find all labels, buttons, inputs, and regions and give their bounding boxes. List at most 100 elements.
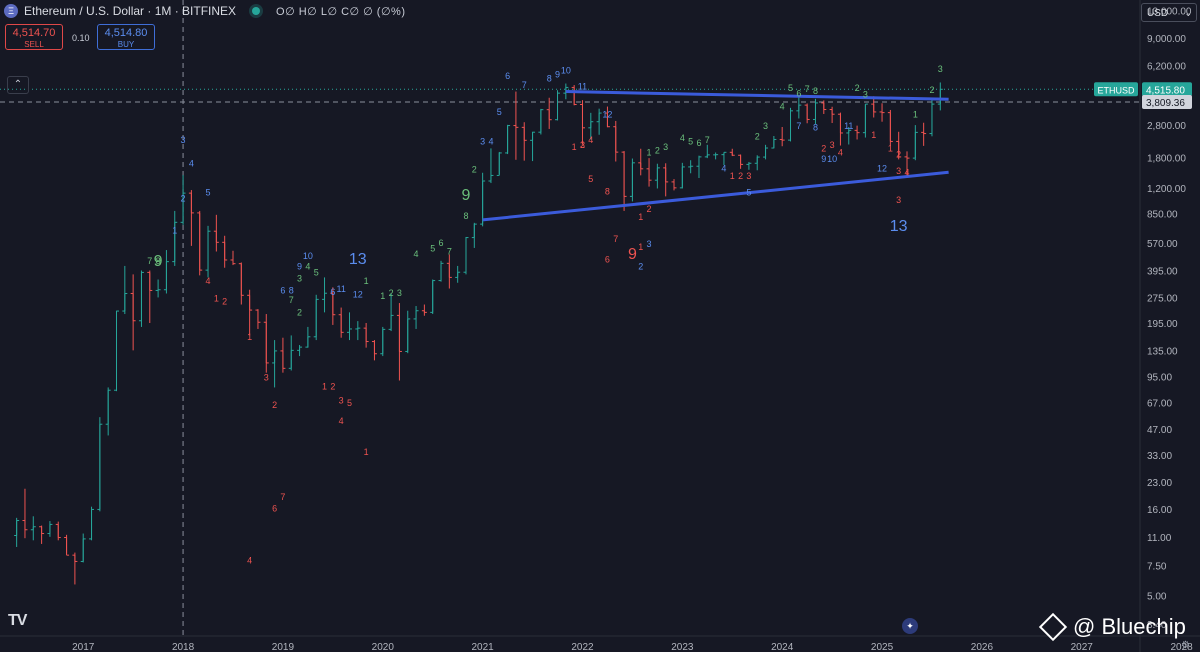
count-label: 1 — [871, 130, 876, 140]
chart-header: Ξ Ethereum / U.S. Dollar · 1M · BITFINEX… — [4, 4, 406, 18]
count-label: 7 — [705, 135, 710, 145]
candle — [604, 106, 610, 128]
candle-body — [224, 242, 226, 260]
count-label: 6 — [796, 88, 801, 98]
candle — [621, 150, 627, 211]
candle-body — [440, 263, 442, 281]
count-label: 1 — [572, 142, 577, 152]
candle — [771, 135, 777, 149]
candle — [388, 293, 394, 332]
count-label: 2 — [181, 193, 186, 203]
candle — [330, 287, 336, 325]
count-label: 3 — [830, 140, 835, 150]
candle-body — [199, 212, 201, 271]
time-tick-label: 2026 — [971, 642, 994, 652]
candle — [213, 214, 219, 252]
candle-body — [398, 315, 400, 352]
candle-body — [132, 293, 134, 321]
candle — [14, 517, 20, 547]
chevron-up-icon[interactable]: ⌃ — [7, 76, 29, 94]
candle-body — [756, 157, 758, 164]
crosshair-price-bg — [1142, 94, 1192, 109]
candle — [646, 158, 652, 187]
candle-body — [715, 154, 717, 156]
candle-body — [790, 110, 792, 141]
candle-body — [831, 109, 833, 115]
candle-body — [748, 163, 750, 165]
candle-series — [14, 82, 943, 585]
crosshair-price-label: 3,809.36 — [1146, 98, 1185, 109]
candle — [255, 309, 261, 329]
candle-body — [390, 315, 392, 330]
candle-body — [923, 132, 925, 134]
candle — [413, 306, 419, 329]
count-label: 2 — [655, 146, 660, 156]
buy-label: BUY — [117, 40, 135, 49]
sell-label: SELL — [24, 40, 44, 49]
buy-price: 4,514.80 — [104, 27, 148, 39]
candle-body — [373, 341, 375, 354]
candle-body — [731, 152, 733, 156]
count-label: 5 — [788, 83, 793, 93]
candle-body — [673, 181, 675, 188]
candle — [180, 175, 186, 225]
candle-body — [32, 526, 34, 530]
candle — [188, 190, 194, 246]
candle — [122, 265, 128, 315]
candle-body — [365, 328, 367, 342]
price-tick-label: 1,800.00 — [1147, 154, 1186, 165]
count-label: 5 — [206, 188, 211, 198]
count-label: 3 — [663, 142, 668, 152]
candle — [513, 91, 519, 160]
candle — [854, 125, 860, 140]
tradingview-logo[interactable]: TV — [8, 612, 27, 629]
candle — [779, 126, 785, 147]
count-label: 3 — [339, 396, 344, 406]
sell-button[interactable]: 4,514.70 SELL — [5, 24, 63, 50]
count-label: 2 — [647, 204, 652, 214]
candle — [629, 158, 635, 202]
candle-body — [324, 293, 326, 300]
gear-icon[interactable]: ⚙ — [1181, 640, 1190, 651]
candle-body — [49, 524, 51, 534]
candle — [97, 417, 103, 512]
currency-select[interactable]: USD ⌄ — [1141, 3, 1197, 22]
count-label: 2 — [855, 83, 860, 93]
crosshair-price-tag: 3,809.36 — [1142, 94, 1192, 109]
symbol-title[interactable]: Ethereum / U.S. Dollar · 1M · BITFINEX — [24, 4, 237, 18]
candle-body — [232, 259, 234, 264]
count-label: 1 — [380, 291, 385, 301]
candle-body — [107, 390, 109, 425]
candle-body — [906, 156, 908, 159]
candle-body — [557, 93, 559, 120]
candle — [912, 125, 918, 161]
candle — [788, 107, 794, 142]
candle-body — [457, 272, 459, 278]
watermark-text: @ Bluechip — [1073, 614, 1186, 639]
spread-value: 0.10 — [72, 33, 90, 43]
candle — [438, 260, 444, 282]
candle — [688, 160, 694, 174]
candle — [313, 294, 319, 341]
price-tick-label: 135.00 — [1147, 346, 1178, 357]
symbol-tag-bg — [1094, 82, 1138, 97]
magic-wand-icon[interactable]: ✦ — [902, 618, 918, 634]
count-label: 2 — [580, 140, 585, 150]
count-label: 4 — [206, 276, 211, 286]
candle — [696, 155, 702, 179]
candle-body — [190, 193, 192, 213]
candle — [904, 151, 910, 178]
count-label: 7 — [447, 246, 452, 256]
buy-button[interactable]: 4,514.80 BUY — [97, 24, 155, 50]
count-label: 2 — [330, 381, 335, 391]
candle — [322, 277, 328, 313]
count-label: 6 — [505, 71, 510, 81]
candle — [64, 534, 70, 556]
candle-body — [931, 104, 933, 134]
candle — [72, 552, 78, 585]
candle — [430, 279, 436, 315]
candle — [205, 225, 211, 278]
count-label: 12 — [602, 109, 612, 119]
count-label: 2 — [297, 308, 302, 318]
